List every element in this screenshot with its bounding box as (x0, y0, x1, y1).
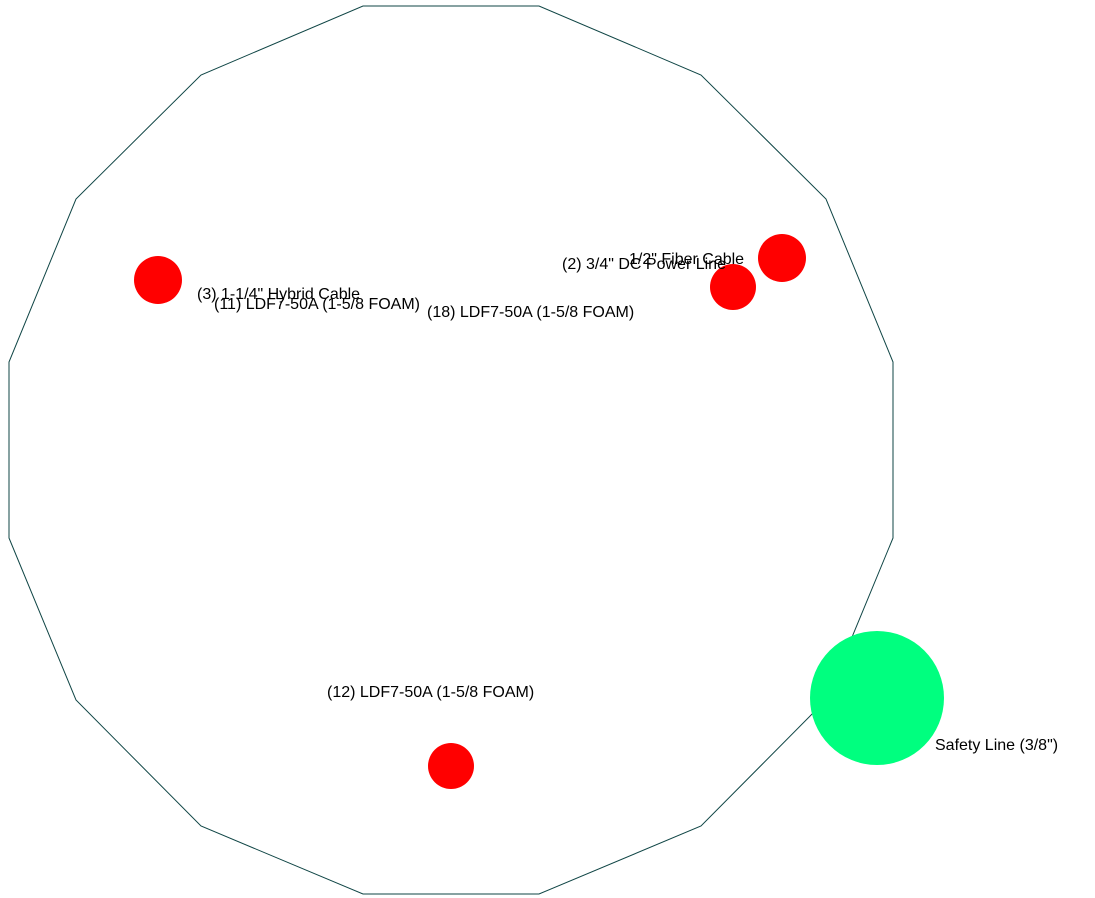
cable-dot-dc-power (710, 264, 756, 310)
label-hybrid-cable: (3) 1-1/4" Hybrid Cable (197, 286, 360, 303)
label-safety-line: Safety Line (3/8") (935, 737, 1058, 754)
cable-dot-hybrid (134, 256, 182, 304)
cable-dot-ldf-12 (428, 743, 474, 789)
label-ldf-12: (12) LDF7-50A (1-5/8 FOAM) (327, 684, 534, 701)
safety-line-dot (810, 631, 944, 765)
cable-dot-fiber (758, 234, 806, 282)
monopole-outline (8, 5, 894, 895)
label-fiber-cable: 1/2" Fiber Cable (629, 251, 744, 268)
label-ldf-11: (11) LDF7-50A (1-5/8 FOAM) (214, 296, 420, 313)
label-dc-power: (2) 3/4" DC Power Line (562, 256, 726, 273)
label-ldf-18: (18) LDF7-50A (1-5/8 FOAM) (427, 304, 634, 321)
